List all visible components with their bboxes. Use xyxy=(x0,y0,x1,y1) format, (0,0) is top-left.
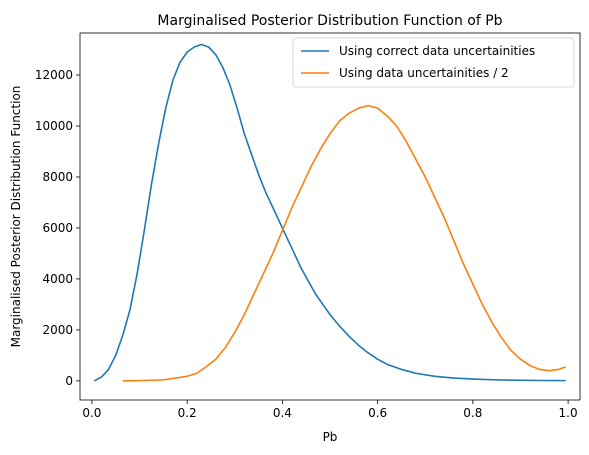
x-tick-label: 0.2 xyxy=(178,406,197,420)
x-axis-label: Pb xyxy=(323,430,338,444)
chart-title: Marginalised Posterior Distribution Func… xyxy=(157,13,502,29)
y-axis: 0 2000 4000 6000 8000 10000 12000 xyxy=(35,68,80,388)
legend-label-1: Using correct data uncertainities xyxy=(339,44,535,58)
y-tick-label: 2000 xyxy=(42,323,73,337)
legend-label-2: Using data uncertainities / 2 xyxy=(339,66,509,80)
x-axis: 0.0 0.2 0.4 0.6 0.8 1.0 xyxy=(82,400,578,420)
x-tick-label: 0.4 xyxy=(273,406,292,420)
x-tick-label: 0.6 xyxy=(368,406,387,420)
x-tick-label: 0.0 xyxy=(82,406,101,420)
legend: Using correct data uncertainities Using d… xyxy=(292,37,575,88)
series-line-2 xyxy=(122,104,566,382)
series-line-1 xyxy=(93,43,566,382)
y-tick-label: 6000 xyxy=(42,221,73,235)
legend-box xyxy=(292,37,575,88)
plot-frame xyxy=(79,32,581,401)
x-tick-label: 1.0 xyxy=(559,406,578,420)
y-tick-label: 10000 xyxy=(35,119,73,133)
y-tick-label: 4000 xyxy=(42,272,73,286)
series-layer xyxy=(93,43,566,382)
y-tick-label: 0 xyxy=(65,374,73,388)
y-tick-label: 12000 xyxy=(35,68,73,82)
plot-area xyxy=(79,32,581,401)
y-tick-label: 8000 xyxy=(42,170,73,184)
x-tick-label: 0.8 xyxy=(463,406,482,420)
y-axis-label: Marginalised Posterior Distribution Func… xyxy=(9,86,23,348)
